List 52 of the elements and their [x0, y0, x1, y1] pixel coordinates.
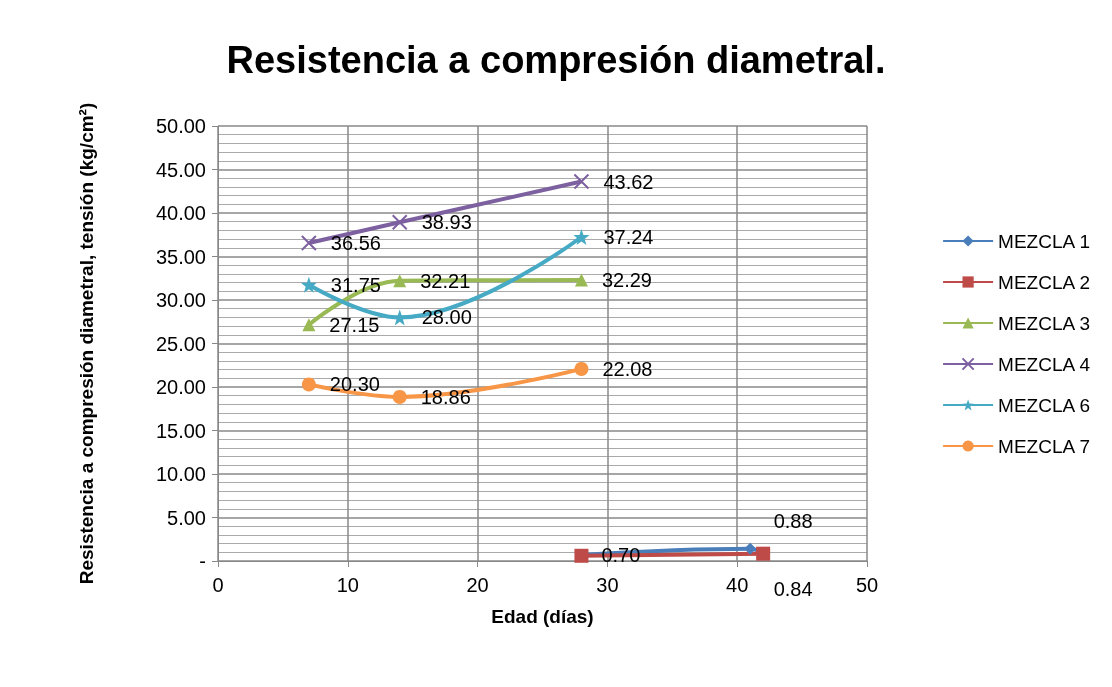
y-tick-label: 40.00: [155, 202, 206, 224]
y-tick-label: 5.00: [167, 506, 206, 529]
point: [573, 229, 590, 246]
point: [300, 276, 317, 293]
point: [392, 389, 407, 404]
point: [391, 309, 408, 326]
data-label: 43.62: [603, 170, 654, 193]
legend-label: MEZCLA 7: [998, 435, 1090, 457]
y-tick-label: 50.00: [155, 115, 206, 137]
y-tick-label: 35.00: [155, 245, 206, 268]
data-label: 28.00: [421, 306, 472, 329]
point: [574, 273, 588, 287]
data-label: 0.88: [773, 510, 813, 533]
data-label: 37.24: [603, 226, 654, 249]
x-tick-label: 50: [855, 574, 879, 596]
data-label: 0.84: [773, 577, 813, 600]
y-axis-title: Resistencia a compresión diametral, tensión (kg/cm²): [75, 102, 97, 585]
legend-label: MEZCLA 1: [998, 230, 1090, 252]
y-tick-label: 45.00: [155, 158, 206, 181]
y-tick-label: 15.00: [155, 419, 206, 442]
x-tick-label: 20: [466, 574, 489, 596]
y-tick-label: 30.00: [155, 289, 206, 311]
data-label: 22.08: [602, 357, 653, 380]
data-label: 32.29: [601, 269, 652, 292]
x-tick-label: 0: [212, 574, 224, 596]
x-tick-label: 30: [596, 574, 619, 596]
point: [393, 274, 407, 288]
y-tick-label: 10.00: [155, 463, 206, 485]
point: [391, 214, 408, 231]
legend-label: MEZCLA 2: [998, 271, 1090, 293]
y-tick-label: -: [199, 550, 206, 572]
legend-label: MEZCLA 4: [998, 353, 1091, 375]
chart-title: Resistencia a compresión diametral.: [226, 39, 886, 81]
data-label: 31.75: [330, 273, 381, 296]
data-label: 27.15: [329, 313, 380, 336]
x-tick-label: 40: [726, 574, 749, 596]
legend-label: MEZCLA 3: [998, 312, 1090, 334]
data-label: 0.70: [601, 543, 641, 566]
y-tick-label: 20.00: [155, 376, 206, 398]
point: [300, 234, 317, 251]
x-tick-label: 10: [336, 574, 359, 596]
point: [744, 542, 757, 555]
point: [301, 377, 316, 392]
y-tick-label: 25.00: [155, 332, 206, 355]
x-axis-title: Edad (días): [491, 606, 594, 627]
data-label: 20.30: [329, 373, 380, 396]
point: [574, 361, 589, 376]
legend-label: MEZCLA 6: [998, 394, 1090, 416]
point: [573, 173, 590, 190]
point: [302, 318, 316, 332]
data-label: 36.56: [330, 231, 381, 254]
data-label: 38.93: [421, 211, 472, 234]
